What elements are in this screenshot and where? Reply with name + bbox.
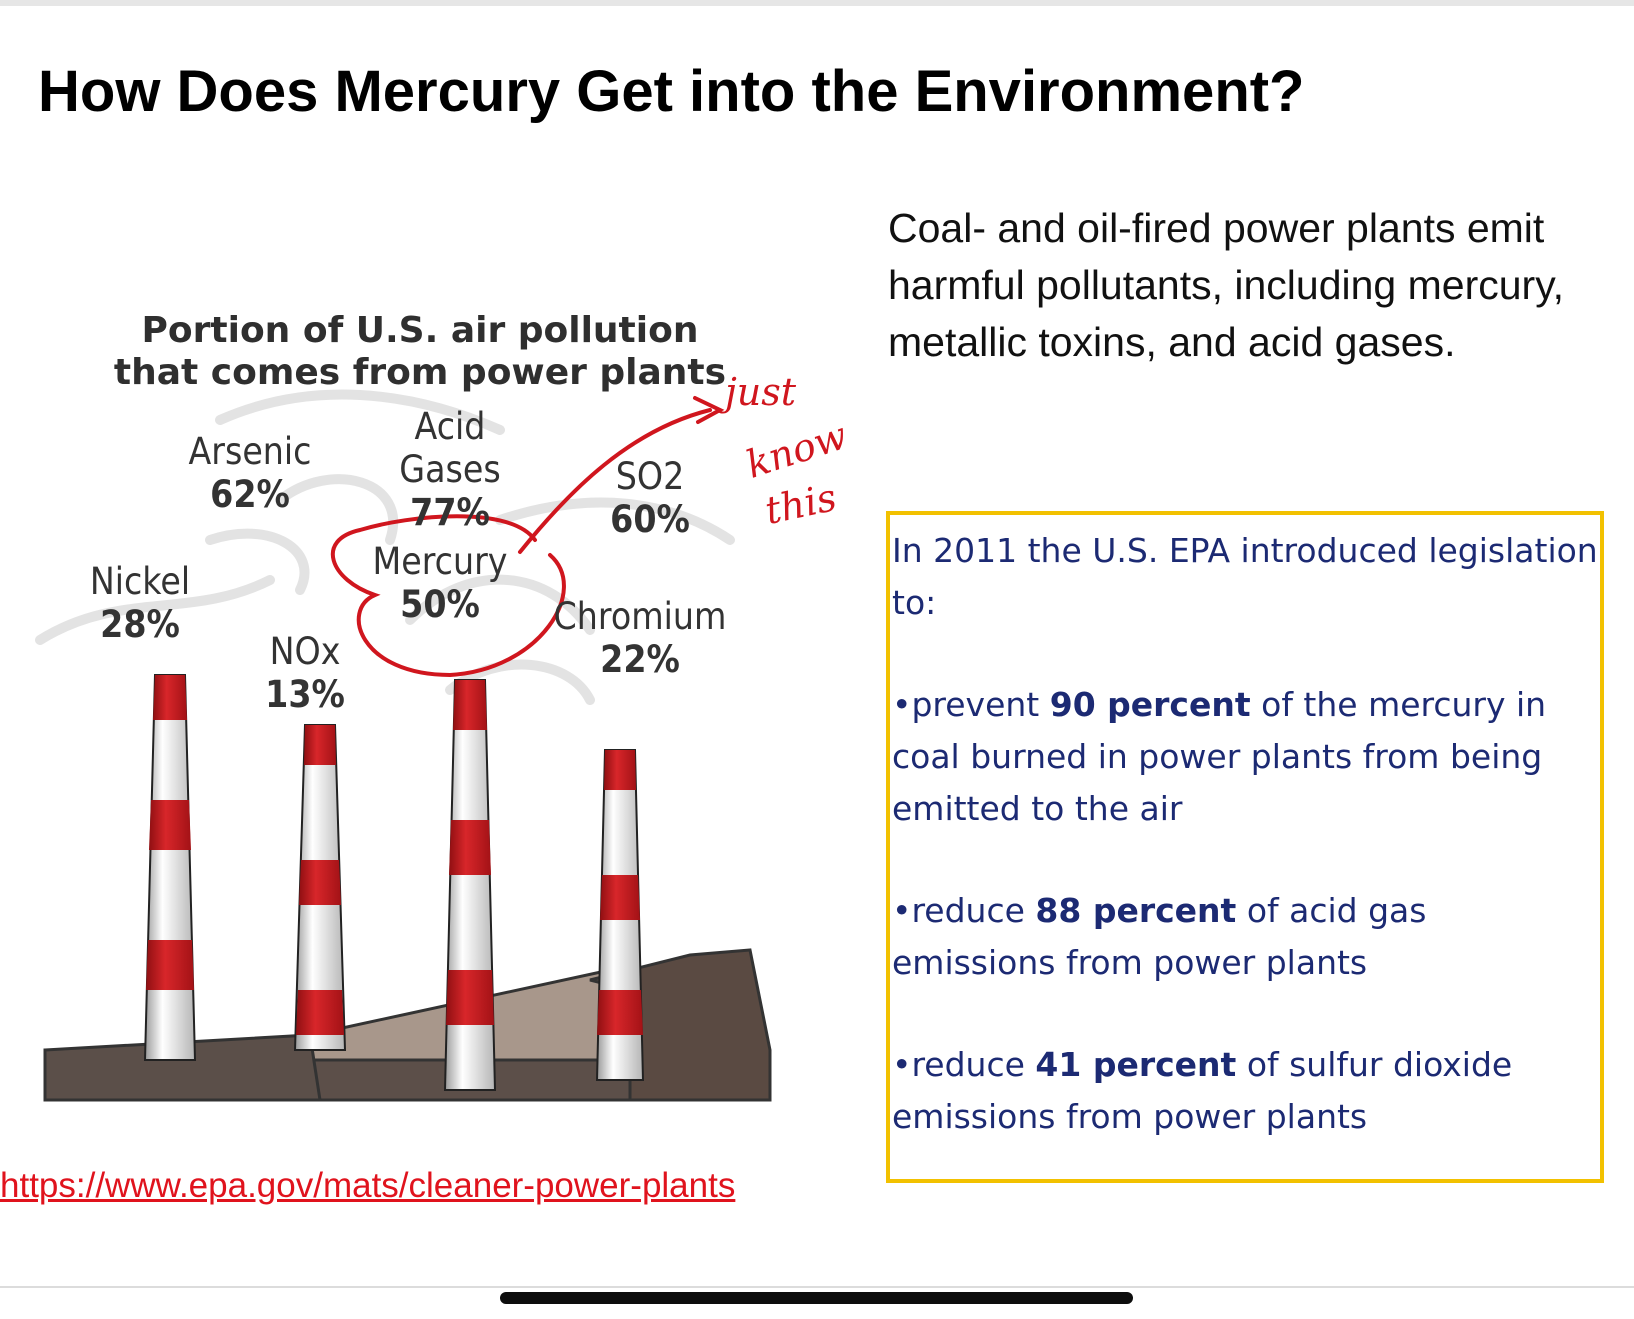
pollutant-name: SO2 bbox=[615, 455, 685, 498]
slide-title: How Does Mercury Get into the Environmen… bbox=[38, 59, 1305, 124]
pollutant-name: Nickel bbox=[89, 560, 191, 603]
annotation-line-1: just bbox=[725, 370, 797, 414]
home-indicator[interactable] bbox=[500, 1292, 1133, 1304]
pollutant-label-nox: NOx 13% bbox=[251, 630, 359, 716]
bullet-text: of the mercury in coal burned in power p… bbox=[892, 685, 1547, 828]
pollutant-value: 13% bbox=[265, 673, 345, 716]
pollutant-value: 50% bbox=[400, 583, 480, 626]
pollutant-value: 60% bbox=[610, 498, 690, 541]
bottom-divider bbox=[0, 1286, 1634, 1288]
smokestack-2 bbox=[293, 724, 347, 1051]
chart-title-line2: that comes from power plants bbox=[113, 352, 727, 393]
mercury-annotation-circle bbox=[330, 396, 725, 678]
chart-title: Portion of U.S. air pollution that comes… bbox=[100, 310, 740, 394]
smoke-swirls bbox=[35, 389, 735, 705]
bullet-text: of acid gas emissions from power plants bbox=[892, 891, 1427, 982]
pollutant-value: 77% bbox=[410, 491, 490, 534]
pollutant-label-nickel: Nickel 28% bbox=[82, 560, 199, 646]
chart-title-line1: Portion of U.S. air pollution bbox=[141, 310, 699, 351]
power-plant-illustration: Portion of U.S. air pollution that comes… bbox=[30, 290, 880, 1120]
illustration-graphic bbox=[35, 389, 772, 1102]
pollutant-label-arsenic: Arsenic 62% bbox=[178, 430, 322, 516]
bullet-text: •reduce bbox=[892, 891, 1036, 930]
pollutant-value: 22% bbox=[600, 638, 680, 681]
smokestack-4 bbox=[595, 749, 645, 1081]
epa-bullet-1: •prevent 90 percent of the mercury in co… bbox=[892, 679, 1600, 835]
bullet-text: •reduce bbox=[892, 1045, 1036, 1084]
epa-bullet-3: •reduce 41 percent of sulfur dioxide emi… bbox=[892, 1039, 1600, 1143]
smokestack-1 bbox=[143, 674, 197, 1061]
epa-legislation-box: In 2011 the U.S. EPA introduced legislat… bbox=[886, 511, 1604, 1183]
pollutant-name: NOx bbox=[269, 630, 341, 673]
pollutant-label-acid-gases: Acid Gases 77% bbox=[360, 405, 540, 534]
bullet-emphasis: 90 percent bbox=[1049, 685, 1251, 724]
pollutant-value: 28% bbox=[100, 603, 180, 646]
bullet-text: •prevent bbox=[892, 685, 1050, 724]
top-bar bbox=[0, 0, 1634, 6]
bullet-emphasis: 88 percent bbox=[1035, 891, 1237, 930]
bullet-emphasis: 41 percent bbox=[1035, 1045, 1237, 1084]
pollutant-label-mercury: Mercury 50% bbox=[355, 540, 526, 626]
pollutant-name: Chromium bbox=[553, 595, 727, 638]
intro-text: Coal- and oil-fired power plants emit ha… bbox=[888, 205, 1565, 365]
pollutant-value: 62% bbox=[210, 473, 290, 516]
epa-intro: In 2011 the U.S. EPA introduced legislat… bbox=[892, 531, 1598, 622]
source-link[interactable]: https://www.epa.gov/mats/cleaner-power-p… bbox=[0, 1166, 736, 1205]
pollutant-label-so2: SO2 60% bbox=[596, 455, 704, 541]
pollutant-label-chromium: Chromium 22% bbox=[550, 595, 730, 681]
pollutant-name: Mercury bbox=[372, 540, 508, 583]
pollutant-name: Arsenic bbox=[188, 430, 312, 473]
smokestack-3 bbox=[443, 679, 497, 1091]
bullet-text: of sulfur dioxide emissions from power p… bbox=[892, 1045, 1513, 1136]
epa-bullet-2: •reduce 88 percent of acid gas emissions… bbox=[892, 885, 1600, 989]
pollutant-name: Acid Gases bbox=[399, 405, 501, 491]
